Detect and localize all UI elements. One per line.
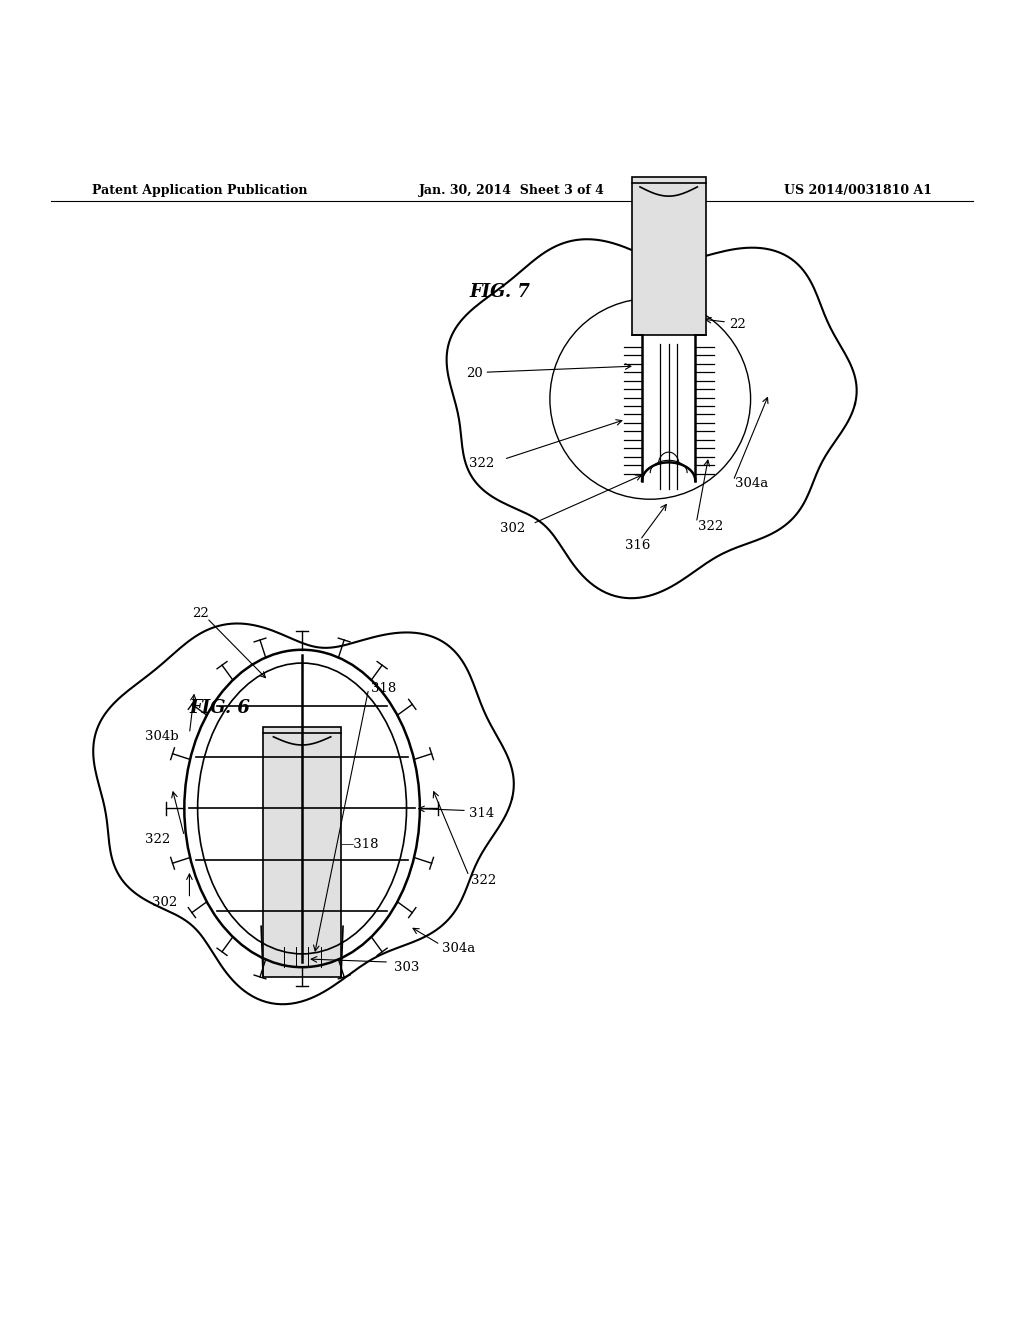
- Text: Patent Application Publication: Patent Application Publication: [92, 183, 307, 197]
- Text: 20: 20: [466, 367, 482, 380]
- Text: FIG. 7: FIG. 7: [469, 284, 529, 301]
- Text: Jan. 30, 2014  Sheet 3 of 4: Jan. 30, 2014 Sheet 3 of 4: [419, 183, 605, 197]
- Text: 322: 322: [698, 520, 724, 533]
- Text: 302: 302: [500, 523, 525, 536]
- Text: 304b: 304b: [145, 730, 179, 743]
- Text: —318: —318: [340, 838, 379, 851]
- Text: 302: 302: [152, 896, 177, 909]
- Text: 318: 318: [371, 682, 396, 696]
- Bar: [632, 177, 706, 335]
- Text: 322: 322: [145, 833, 171, 846]
- Text: 303: 303: [394, 961, 420, 974]
- Text: 22: 22: [729, 318, 745, 330]
- Text: 316: 316: [625, 539, 650, 552]
- Text: 304a: 304a: [442, 942, 475, 956]
- Text: 22: 22: [193, 607, 209, 620]
- Text: 322: 322: [469, 457, 495, 470]
- Text: US 2014/0031810 A1: US 2014/0031810 A1: [783, 183, 932, 197]
- Text: FIG. 6: FIG. 6: [189, 698, 250, 717]
- Text: 314: 314: [469, 807, 495, 820]
- Text: 322: 322: [471, 874, 497, 887]
- Bar: [263, 726, 341, 977]
- Text: 304a: 304a: [735, 478, 768, 490]
